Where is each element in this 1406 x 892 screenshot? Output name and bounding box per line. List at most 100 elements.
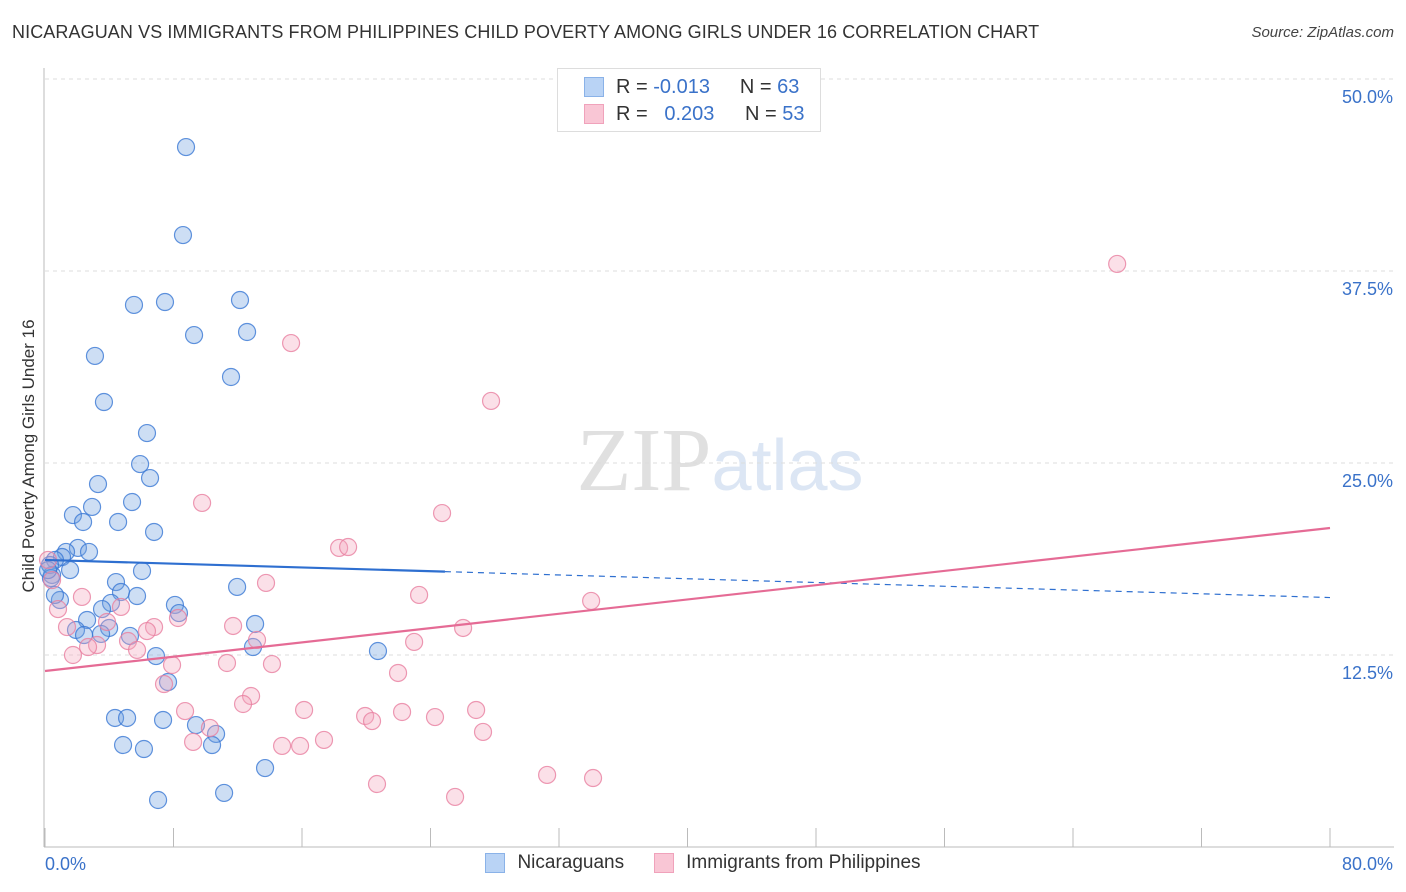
nicaraguan-point xyxy=(73,512,93,532)
philippines-point xyxy=(217,653,237,673)
nicaraguan-point xyxy=(221,367,241,387)
nicaraguan-point xyxy=(146,646,166,666)
philippines-point xyxy=(425,707,445,727)
nicaraguan-point xyxy=(91,624,111,644)
philippines-point xyxy=(63,645,83,665)
nicaraguan-point xyxy=(117,708,137,728)
philippines-point xyxy=(467,700,486,720)
nicaraguan-point xyxy=(202,735,222,755)
nicaraguan-point xyxy=(79,542,99,562)
philippines-point xyxy=(57,617,77,637)
nicaraguan-point xyxy=(237,322,257,342)
nicaraguan-point xyxy=(38,560,58,580)
philippines-point xyxy=(367,774,387,794)
nicaraguan-point xyxy=(176,137,196,157)
nicaraguan-point xyxy=(132,561,152,581)
philippines-point xyxy=(538,765,557,785)
n-value: 53 xyxy=(782,102,805,125)
legend-item-nicaraguans[interactable]: Nicaraguans xyxy=(485,852,624,874)
nicaraguan-point xyxy=(140,468,160,488)
philippines-point xyxy=(409,585,429,605)
nicaraguan-point xyxy=(82,497,102,517)
nicaraguan-point xyxy=(255,758,275,778)
nicaraguan-point xyxy=(245,614,265,634)
philippines-point xyxy=(97,612,117,632)
philippines-trend-line xyxy=(44,526,1331,673)
blue-swatch xyxy=(584,77,604,97)
nicaraguan-point xyxy=(88,474,108,494)
nicaraguan-point xyxy=(94,392,114,412)
philippines-point xyxy=(72,587,92,607)
y-tick-label: 50.0% xyxy=(1342,87,1393,107)
nicaraguan-point xyxy=(60,560,80,580)
x-tick-label: 0.0% xyxy=(45,854,86,874)
n-value: 63 xyxy=(777,75,800,98)
nicaraguan-point xyxy=(124,295,144,315)
nicaraguan-point xyxy=(230,290,250,310)
nicaraguan-point xyxy=(134,739,154,759)
philippines-point xyxy=(582,591,601,611)
philippines-point xyxy=(405,632,424,652)
philippines-point xyxy=(175,701,195,721)
philippines-point xyxy=(392,702,412,722)
philippines-point xyxy=(48,599,68,619)
philippines-point xyxy=(432,503,452,523)
philippines-point xyxy=(338,537,358,557)
y-tick-label: 12.5% xyxy=(1342,663,1393,683)
r-value: -0.013 xyxy=(653,75,710,98)
philippines-point xyxy=(473,722,493,742)
philippines-point xyxy=(42,570,62,590)
philippines-point xyxy=(233,694,253,714)
philippines-point xyxy=(481,391,501,411)
nicaraguan-point xyxy=(63,505,83,525)
nicaraguan-point xyxy=(368,641,388,661)
nicaraguan-point xyxy=(144,522,164,542)
r-label: R = xyxy=(616,102,648,125)
philippines-point xyxy=(314,730,334,750)
n-label: N = xyxy=(739,75,772,98)
philippines-point xyxy=(111,597,131,617)
philippines-point xyxy=(362,711,382,731)
nicaraguan-point xyxy=(85,346,105,366)
philippines-point xyxy=(162,655,182,675)
legend-label: Immigrants from Philippines xyxy=(686,852,921,873)
x-tick-label: 80.0% xyxy=(1342,854,1393,874)
philippines-point xyxy=(290,736,310,756)
philippines-point xyxy=(137,621,157,641)
pink-swatch xyxy=(654,853,675,873)
philippines-point xyxy=(294,700,314,720)
blue-swatch xyxy=(485,853,506,873)
philippines-point xyxy=(262,654,282,674)
y-tick-label: 25.0% xyxy=(1342,471,1393,491)
nicaraguan-point xyxy=(214,783,234,803)
nicaraguan-point xyxy=(173,225,193,245)
nicaraguan-point xyxy=(127,586,147,606)
nicaraguan-trend-line-dashed xyxy=(444,571,1331,599)
y-axis-title: Child Poverty Among Girls Under 16 xyxy=(19,319,38,592)
philippines-point xyxy=(1108,254,1127,274)
philippines-point xyxy=(281,333,301,353)
r-value: 0.203 xyxy=(664,102,715,125)
series-legend: Nicaraguans Immigrants from Philippines xyxy=(0,852,1406,874)
nicaraguan-point xyxy=(113,735,133,755)
nicaraguan-point xyxy=(106,572,126,592)
r-label: R = xyxy=(616,75,648,98)
source-label: Source: ZipAtlas.com xyxy=(1251,24,1394,41)
philippines-point xyxy=(200,718,220,738)
nicaraguan-point xyxy=(148,790,168,810)
pink-swatch xyxy=(584,104,604,124)
philippines-point xyxy=(183,732,203,752)
watermark: ZIPatlas xyxy=(576,411,863,510)
n-label: N = xyxy=(745,102,777,125)
legend-row-nicaraguans: R = -0.013 N = 63 xyxy=(584,74,799,100)
legend-row-philippines: R = 0.203 N = 53 xyxy=(584,101,805,127)
philippines-point xyxy=(154,674,174,694)
philippines-point xyxy=(223,616,243,636)
philippines-point xyxy=(168,608,188,628)
philippines-point xyxy=(272,736,292,756)
chart-title: NICARAGUAN VS IMMIGRANTS FROM PHILIPPINE… xyxy=(12,22,1040,42)
philippines-point xyxy=(256,573,276,593)
nicaraguan-point xyxy=(50,590,70,610)
legend-item-philippines[interactable]: Immigrants from Philippines xyxy=(654,852,921,874)
